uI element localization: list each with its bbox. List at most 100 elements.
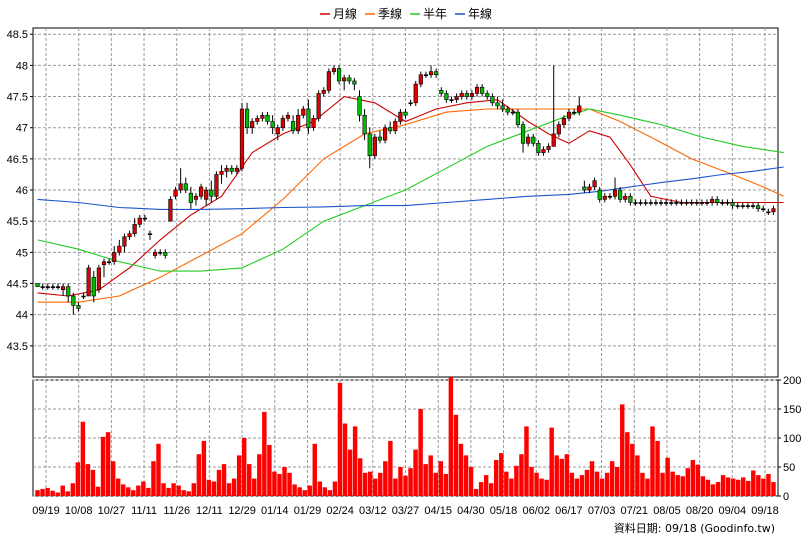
candle-body <box>510 111 515 114</box>
candle-body <box>362 114 367 135</box>
candle <box>214 171 219 200</box>
volume-bar <box>579 475 585 496</box>
volume-bar <box>715 482 721 496</box>
volume-bar <box>690 460 696 496</box>
volume-bar <box>746 480 751 496</box>
volume-bar <box>317 481 323 496</box>
x-tick-label: 02/24 <box>326 505 354 517</box>
volume-bar <box>151 461 156 496</box>
candle <box>551 65 556 147</box>
x-axis: 09/19 10/08 10/27 11/11 11/26 12/11 12/29 01/14… <box>32 505 779 517</box>
volume-bar <box>171 483 176 496</box>
candle <box>750 202 756 209</box>
price-tick-label: 48.5 <box>7 29 28 41</box>
volume-bar <box>494 460 499 496</box>
x-tick-label: 10/08 <box>65 505 93 517</box>
candle <box>612 177 618 200</box>
candle-body <box>520 124 526 144</box>
candle-body <box>388 127 393 132</box>
candle-body <box>347 77 352 82</box>
volume-bar <box>640 472 645 496</box>
candle <box>316 90 321 122</box>
candle-body <box>204 189 209 200</box>
candle <box>255 115 260 125</box>
volume-bar <box>488 483 494 496</box>
candle-body <box>607 195 613 198</box>
candle <box>168 196 173 222</box>
x-tick-label: 07/21 <box>621 505 649 517</box>
candle <box>178 168 183 194</box>
volume-bar <box>418 409 423 496</box>
candle-body <box>321 90 326 94</box>
candle-body <box>464 93 469 97</box>
candle-body <box>188 192 193 203</box>
volume-bar <box>463 455 469 496</box>
candle-body <box>490 96 495 104</box>
candle-body <box>643 202 648 204</box>
volume-bar <box>675 475 680 496</box>
volume-bar <box>247 464 252 496</box>
price-tick-label: 45 <box>16 247 28 259</box>
legend-label-2: 半年 <box>423 7 447 21</box>
candle <box>244 102 250 134</box>
price-tick-label: 44 <box>16 310 28 322</box>
candle-body <box>260 114 265 119</box>
candle <box>623 193 628 203</box>
candle-body <box>352 80 357 85</box>
candle <box>96 264 101 293</box>
volume-bar <box>771 482 776 496</box>
candle-body <box>408 102 413 105</box>
candle <box>689 199 694 206</box>
candle-body <box>428 71 434 76</box>
candle-body <box>96 267 101 291</box>
volume-bar <box>569 472 575 496</box>
candle-body <box>331 68 337 72</box>
candle-body <box>127 233 132 238</box>
candle <box>403 109 408 119</box>
candle <box>331 65 337 75</box>
candle-body <box>316 93 321 119</box>
candle <box>648 199 653 206</box>
candle-body <box>577 105 582 113</box>
candle-body <box>306 108 311 129</box>
volume-bar <box>438 461 444 496</box>
candle-body <box>86 267 91 297</box>
candle <box>674 199 679 206</box>
volume-bar <box>277 473 282 496</box>
candle <box>490 93 495 106</box>
volume-bar <box>136 485 141 496</box>
price-tick-label: 46 <box>16 185 28 197</box>
candle <box>142 214 147 222</box>
candle-body <box>633 202 638 204</box>
volume-bar <box>428 455 433 496</box>
volume-bar <box>594 471 600 496</box>
candle-body <box>623 195 628 200</box>
candle <box>101 258 107 278</box>
candle <box>669 199 674 206</box>
candle-body <box>244 108 250 129</box>
price-tick-label: 48 <box>16 60 28 72</box>
volume-bar <box>564 454 570 496</box>
candle-body <box>474 86 480 94</box>
volume-bar <box>201 440 207 496</box>
candle <box>285 112 291 122</box>
candle <box>495 96 500 110</box>
volume-bar <box>650 426 655 496</box>
candle <box>434 68 439 78</box>
candle-body <box>612 189 618 197</box>
volume-tick-label: 0 <box>783 491 789 503</box>
candle <box>715 196 720 206</box>
candle <box>684 199 689 206</box>
candle-body <box>500 105 505 110</box>
candle <box>526 133 531 147</box>
candle <box>306 99 311 134</box>
candle <box>520 121 526 153</box>
volume-bar <box>761 478 766 496</box>
volume-bar <box>307 485 312 496</box>
candle <box>628 193 633 206</box>
data-date-label: 資料日期: 09/18 (Goodinfo.tw) <box>614 521 775 535</box>
volume-tick-label: 200 <box>783 375 801 387</box>
volume-bar <box>710 484 716 496</box>
candle <box>643 199 648 206</box>
volume-bar <box>352 426 358 496</box>
